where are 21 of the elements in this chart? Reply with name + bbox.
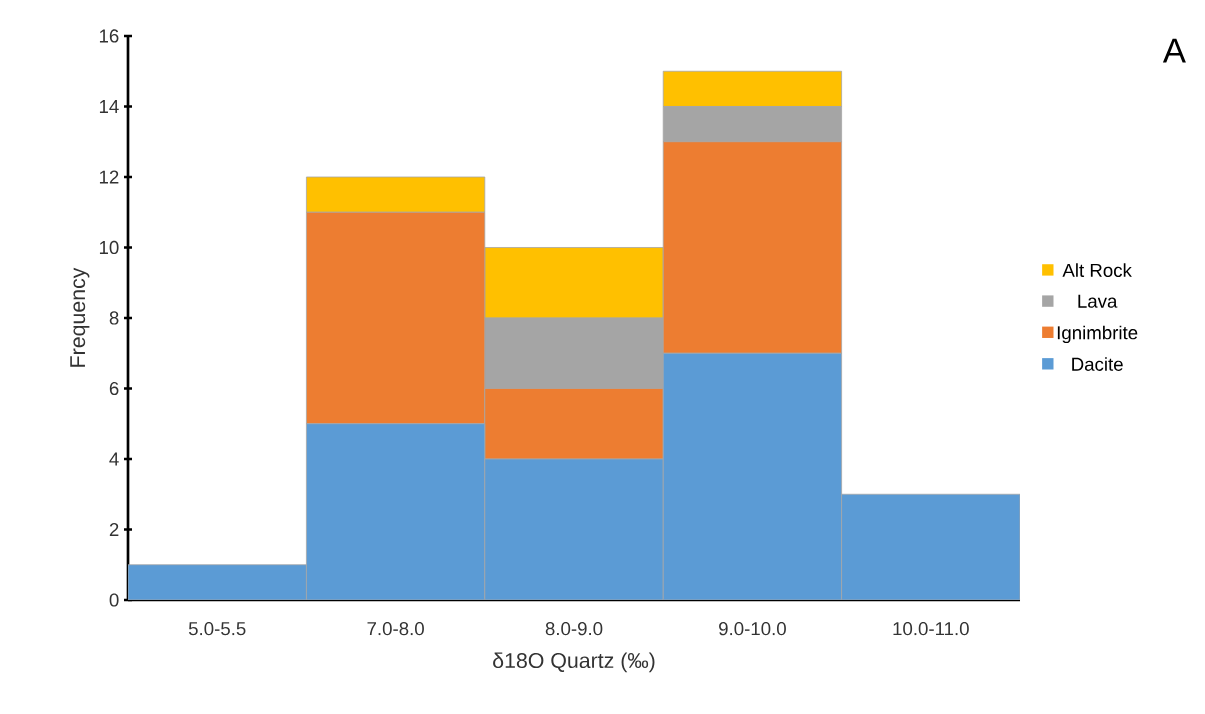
- legend-label: Dacite: [1072, 357, 1123, 371]
- x-tick-label: 5.0-5.5: [188, 622, 246, 636]
- y-axis-title: Frequency: [70, 267, 90, 367]
- text: A: [1162, 38, 1186, 63]
- legend-label: Lava: [1078, 294, 1118, 308]
- y-tick-label: 0: [109, 593, 119, 607]
- legend-label: Alt Rock: [1062, 263, 1132, 277]
- y-tick-label: 8: [109, 311, 119, 325]
- x-tick-label: 10.0-11.0: [893, 622, 969, 636]
- y-tick-label: 10: [99, 240, 119, 255]
- y-tick-label: 14: [99, 100, 119, 113]
- y-tick-label: 2: [109, 522, 119, 537]
- x-axis-title: δ18O Quartz (‰): [493, 652, 655, 673]
- x-tick-label: 7.0-8.0: [367, 622, 424, 636]
- x-tick-label: 9.0-10.0: [719, 622, 786, 636]
- y-tick-label: 12: [99, 170, 119, 184]
- y-tick-label: 16: [99, 29, 119, 43]
- y-tick-label: 6: [109, 381, 119, 396]
- legend-label: Ignimbrite: [1057, 325, 1138, 344]
- y-tick-label: 4: [109, 452, 119, 466]
- x-tick-label: 8.0-9.0: [545, 622, 603, 636]
